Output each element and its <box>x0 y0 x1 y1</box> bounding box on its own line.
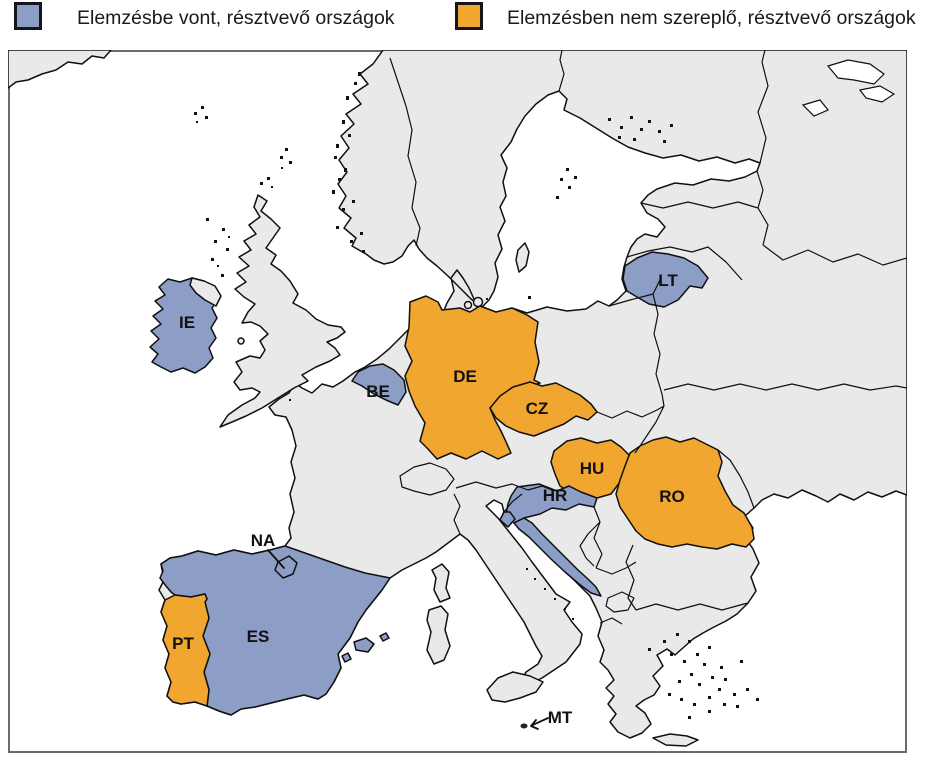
legend-swatch-not-included <box>455 2 483 30</box>
country-label-MT: MT <box>548 708 573 727</box>
country-label-IE: IE <box>179 313 195 332</box>
country-labels: IE LT BE DE CZ HU RO HR ES PT NA MT <box>172 271 685 727</box>
region-navarra <box>274 555 298 579</box>
island-gotland <box>515 242 530 273</box>
island-funen <box>463 300 473 310</box>
country-label-RO: RO <box>659 487 685 506</box>
country-label-PT: PT <box>172 634 194 653</box>
legend-label-not-included: Elemzésben nem szereplő, résztvevő orszá… <box>507 7 916 29</box>
lake-onega <box>858 85 896 103</box>
lake-ladoga <box>801 99 829 117</box>
legend-item-included: Elemzésbe vont, résztvevő országok <box>14 2 395 35</box>
country-romania <box>615 436 755 550</box>
country-croatia-coast <box>513 517 602 597</box>
island-sardinia <box>426 605 451 665</box>
europe-map: IE LT BE DE CZ HU RO HR ES PT NA MT <box>8 50 907 753</box>
country-label-HU: HU <box>580 459 605 478</box>
country-ireland <box>149 277 220 374</box>
country-label-CZ: CZ <box>526 399 549 418</box>
country-label-NA: NA <box>251 531 276 550</box>
country-croatia-istria <box>499 511 516 528</box>
country-portugal <box>160 593 211 707</box>
legend: Elemzésbe vont, résztvevő országok Elemz… <box>0 0 933 50</box>
island-zealand <box>472 296 484 308</box>
island-menorca <box>379 632 390 642</box>
island-crete <box>652 733 699 747</box>
country-label-ES: ES <box>247 627 270 646</box>
country-label-BE: BE <box>366 382 390 401</box>
country-lithuania <box>622 251 709 308</box>
legend-swatch-included <box>14 2 42 30</box>
country-label-DE: DE <box>453 367 477 386</box>
internal-borders <box>389 50 907 625</box>
country-label-LT: LT <box>658 271 678 290</box>
country-belgium <box>351 363 407 406</box>
country-united-kingdom <box>219 194 346 428</box>
island-ibiza <box>341 652 352 663</box>
islands-balearic <box>353 637 375 653</box>
legend-label-included: Elemzésbe vont, résztvevő országok <box>77 7 395 29</box>
country-germany <box>404 295 541 460</box>
navarra-leader-line <box>267 549 285 569</box>
island-isle-of-man <box>237 337 245 345</box>
island-malta <box>520 723 528 729</box>
island-sicily <box>486 671 544 703</box>
legend-item-not-included: Elemzésben nem szereplő, résztvevő orszá… <box>455 2 916 35</box>
lake-white-sea <box>826 59 885 85</box>
island-corsica <box>431 563 451 603</box>
country-iceland <box>8 50 112 89</box>
malta-leader-line <box>530 717 549 730</box>
region-northern-ireland <box>189 277 222 307</box>
country-label-HR: HR <box>543 486 568 505</box>
